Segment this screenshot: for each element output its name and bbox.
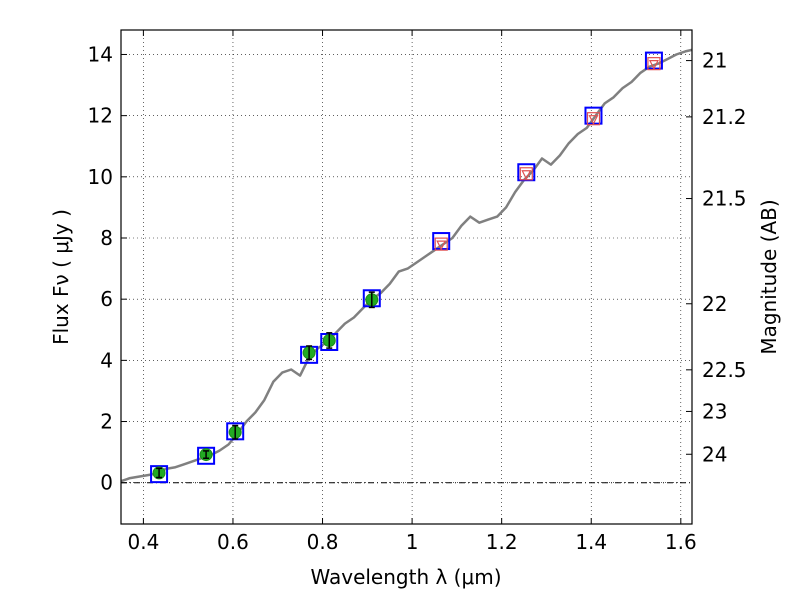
upper-limit-triangle — [436, 240, 447, 251]
plot-frame — [120, 29, 693, 525]
y-tick-label: 2 — [100, 410, 113, 434]
y-tick-label: 10 — [88, 165, 113, 189]
y2-tick-label: 21.2 — [702, 105, 747, 129]
plot-layer — [121, 48, 692, 484]
x-tick-label: 1.6 — [665, 530, 697, 554]
x-tick-label: 0.4 — [127, 530, 159, 554]
upper-limit-triangle — [588, 115, 599, 126]
y-tick-label: 8 — [100, 226, 113, 250]
y2-tick-label: 22 — [702, 292, 727, 316]
y-tick-label: 14 — [88, 42, 113, 66]
x-tick-label: 0.8 — [307, 530, 339, 554]
y2-tick-label: 23 — [702, 399, 727, 423]
x-tick-label: 1.4 — [575, 530, 607, 554]
upper-limit-triangle — [648, 60, 659, 70]
spectrum-line — [121, 48, 692, 483]
y-tick-label: 6 — [100, 287, 113, 311]
x-axis-title: Wavelength λ (μm) — [310, 565, 501, 589]
x-tick-label: 0.6 — [217, 530, 249, 554]
x-tick-label: 1 — [406, 530, 419, 554]
y2-axis-title: Magnitude (AB) — [757, 199, 781, 354]
y-tick-label: 4 — [100, 348, 113, 372]
y-tick-label: 0 — [100, 471, 113, 495]
model-flux-square — [197, 446, 216, 465]
y2-tick-label: 21.5 — [702, 187, 747, 211]
y-tick-label: 12 — [88, 104, 113, 128]
y2-tick-label: 24 — [702, 442, 727, 466]
upper-limit-triangle — [521, 170, 532, 181]
model-flux-square — [150, 465, 169, 484]
x-tick-label: 1.2 — [486, 530, 518, 554]
y2-tick-label: 21 — [702, 49, 727, 73]
y-axis-title: Flux Fν ( μJy ) — [49, 209, 73, 345]
y2-tick-label: 22.5 — [702, 358, 747, 382]
